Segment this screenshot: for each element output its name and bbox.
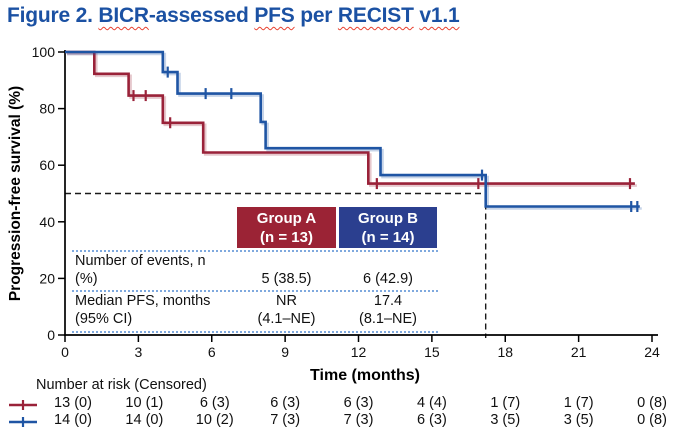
risk-value-group-b: 0 (8)	[637, 412, 667, 428]
x-tick-label: 0	[61, 344, 69, 360]
risk-value-group-a: 6 (3)	[270, 395, 301, 411]
y-tick-label: 100	[32, 44, 56, 60]
title-word-flagged: v1.1	[419, 4, 460, 27]
dotted-separator	[72, 250, 438, 252]
events-value-group-a: 5 (38.5)	[261, 271, 312, 287]
risk-value-group-b: 3 (5)	[490, 412, 521, 428]
median-label-line1: Median PFS, months	[75, 293, 211, 309]
median-a-line2: (4.1–NE)	[257, 311, 316, 327]
stats-row-events-label: Number of events, n (%)	[75, 252, 206, 288]
title-word-flagged: RECIST	[337, 4, 414, 27]
stats-row-median-label: Median PFS, months (95% CI)	[75, 292, 210, 328]
median-label-line2: (95% CI)	[75, 311, 133, 327]
risk-value-group-a: 4 (4)	[416, 395, 447, 411]
x-tick-label: 12	[351, 344, 367, 360]
x-tick-label: 9	[281, 344, 289, 360]
title-text: per	[294, 4, 338, 27]
stats-header-group-b: Group B (n = 14)	[339, 207, 437, 248]
x-tick-label: 6	[208, 344, 216, 360]
group-b-header-line1: Group B	[358, 210, 418, 227]
events-label-line2: (%)	[75, 271, 98, 287]
risk-table-label: Number at risk (Censored)	[36, 377, 207, 393]
risk-value-group-b: 7 (3)	[270, 412, 301, 428]
title-word-flagged: BICR	[98, 4, 149, 27]
risk-value-group-a: 1 (7)	[563, 395, 594, 411]
risk-value-group-b: 14 (0)	[54, 412, 92, 428]
y-tick-label: 80	[39, 101, 55, 117]
km-curve-group-b	[65, 50, 640, 208]
x-tick-label: 18	[497, 344, 513, 360]
risk-value-group-a: 6 (3)	[343, 395, 374, 411]
stats-header-group-a: Group A (n = 13)	[237, 207, 336, 248]
x-tick-label: 24	[644, 344, 660, 360]
risk-value-group-a: 13 (0)	[54, 395, 92, 411]
risk-value-group-b: 3 (5)	[563, 412, 594, 428]
risk-value-group-a: 0 (8)	[637, 395, 667, 411]
y-tick-label: 60	[39, 157, 55, 173]
events-label-line1: Number of events, n	[75, 253, 206, 269]
title-text: -assessed	[148, 4, 255, 27]
group-a-censor-marker-icon	[9, 400, 37, 410]
median-value-group-a: NR (4.1–NE)	[237, 292, 336, 328]
group-b-header-line2: (n = 14)	[361, 229, 415, 246]
x-tick-label: 3	[134, 344, 142, 360]
x-axis-title: Time (months)	[310, 367, 420, 384]
risk-value-group-a: 6 (3)	[199, 395, 230, 411]
title-word-flagged: PFS	[254, 4, 295, 27]
events-value-group-b: 6 (42.9)	[363, 271, 413, 287]
group-a-header-line2: (n = 13)	[260, 229, 313, 246]
y-tick-label: 0	[47, 327, 55, 343]
median-value-group-b: 17.4 (8.1–NE)	[339, 292, 437, 328]
y-tick-label: 20	[39, 270, 55, 286]
median-b-line2: (8.1–NE)	[358, 311, 418, 327]
risk-value-group-b: 6 (3)	[416, 412, 447, 428]
median-a-line1: NR	[276, 293, 297, 309]
group-b-censor-marker-icon	[9, 417, 37, 427]
risk-value-group-a: 1 (7)	[490, 395, 521, 411]
x-tick-label: 21	[571, 344, 587, 360]
group-a-header-line1: Group A	[256, 210, 317, 227]
y-tick-label: 40	[39, 214, 55, 230]
dotted-separator	[72, 331, 438, 333]
figure-title: Figure 2. BICR-assessed PFS per RECIST v…	[7, 4, 460, 28]
risk-value-group-b: 7 (3)	[343, 412, 374, 428]
risk-value-group-b: 14 (0)	[125, 412, 164, 428]
y-axis-title: Progression-free survival (%)	[7, 86, 24, 301]
risk-value-group-a: 10 (1)	[125, 395, 164, 411]
median-b-line1: 17.4	[373, 293, 403, 309]
dotted-separator	[72, 290, 438, 292]
x-tick-label: 15	[424, 344, 440, 360]
title-text: Figure 2.	[7, 4, 99, 27]
risk-value-group-b: 10 (2)	[195, 412, 234, 428]
km-curve-group-a	[65, 50, 635, 185]
